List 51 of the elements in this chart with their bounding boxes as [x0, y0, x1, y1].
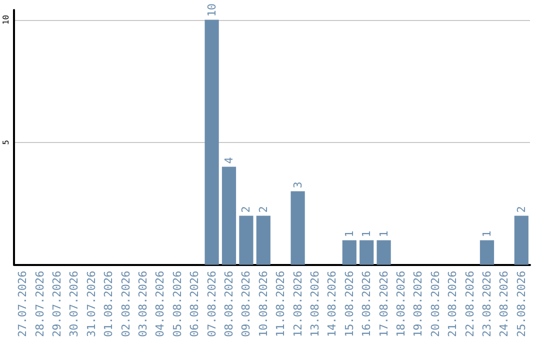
bar	[239, 216, 254, 265]
data-label: 4	[222, 156, 236, 164]
data-label: 3	[291, 182, 304, 188]
x-tick-label: 10.08.2026	[256, 270, 270, 338]
data-label: 1	[480, 230, 494, 238]
x-tick-label: 12.08.2026	[291, 270, 304, 338]
data-label: 2	[256, 206, 270, 213]
x-tick-label: 06.08.2026	[188, 270, 202, 338]
bar	[222, 166, 236, 265]
x-tick-label: 09.08.2026	[240, 270, 253, 338]
x-tick-label: 18.08.2026	[394, 270, 408, 338]
x-tick-label: 17.08.2026	[377, 270, 390, 338]
bar	[360, 240, 374, 265]
x-tick-label: 19.08.2026	[412, 270, 425, 338]
bar	[376, 240, 391, 265]
x-tick-label: 31.07.2026	[84, 270, 98, 338]
x-tick-label: 20.08.2026	[428, 270, 442, 338]
x-tick-label: 27.07.2026	[16, 270, 30, 338]
x-tick-label: 14.08.2026	[326, 270, 339, 338]
data-label: 1	[342, 230, 356, 238]
x-tick-label: 05.08.2026	[170, 270, 184, 338]
x-tick-label: 08.08.2026	[222, 270, 236, 338]
x-tick-label: 28.07.2026	[33, 270, 46, 338]
x-tick-label: 02.08.2026	[119, 270, 132, 338]
data-label: 1	[360, 230, 374, 238]
x-tick-label: 25.08.2026	[514, 270, 528, 338]
x-tick-label: 23.08.2026	[480, 270, 494, 338]
x-tick-label: 04.08.2026	[154, 270, 167, 338]
x-tick-label: 22.08.2026	[463, 270, 476, 338]
bar	[290, 191, 305, 265]
bar	[514, 216, 528, 265]
x-tick-label: 01.08.2026	[102, 270, 116, 338]
x-tick-label: 11.08.2026	[274, 270, 288, 338]
bar	[204, 20, 219, 265]
y-tick-label: 5	[2, 140, 10, 145]
x-tick-label: 15.08.2026	[342, 270, 356, 338]
x-tick-label: 13.08.2026	[308, 270, 322, 338]
data-label: 10	[205, 4, 218, 17]
bar	[256, 216, 270, 265]
x-tick-label: 24.08.2026	[498, 270, 511, 338]
data-label: 1	[377, 230, 390, 238]
x-tick-label: 21.08.2026	[446, 270, 460, 338]
data-label: 2	[240, 206, 253, 213]
x-tick-label: 30.07.2026	[68, 270, 81, 338]
bar	[342, 240, 356, 265]
x-tick-label: 07.08.2026	[205, 270, 218, 338]
x-tick-label: 29.07.2026	[50, 270, 64, 338]
x-tick-label: 16.08.2026	[360, 270, 374, 338]
bar	[480, 240, 494, 265]
x-tick-label: 03.08.2026	[136, 270, 150, 338]
data-label: 2	[514, 206, 528, 213]
